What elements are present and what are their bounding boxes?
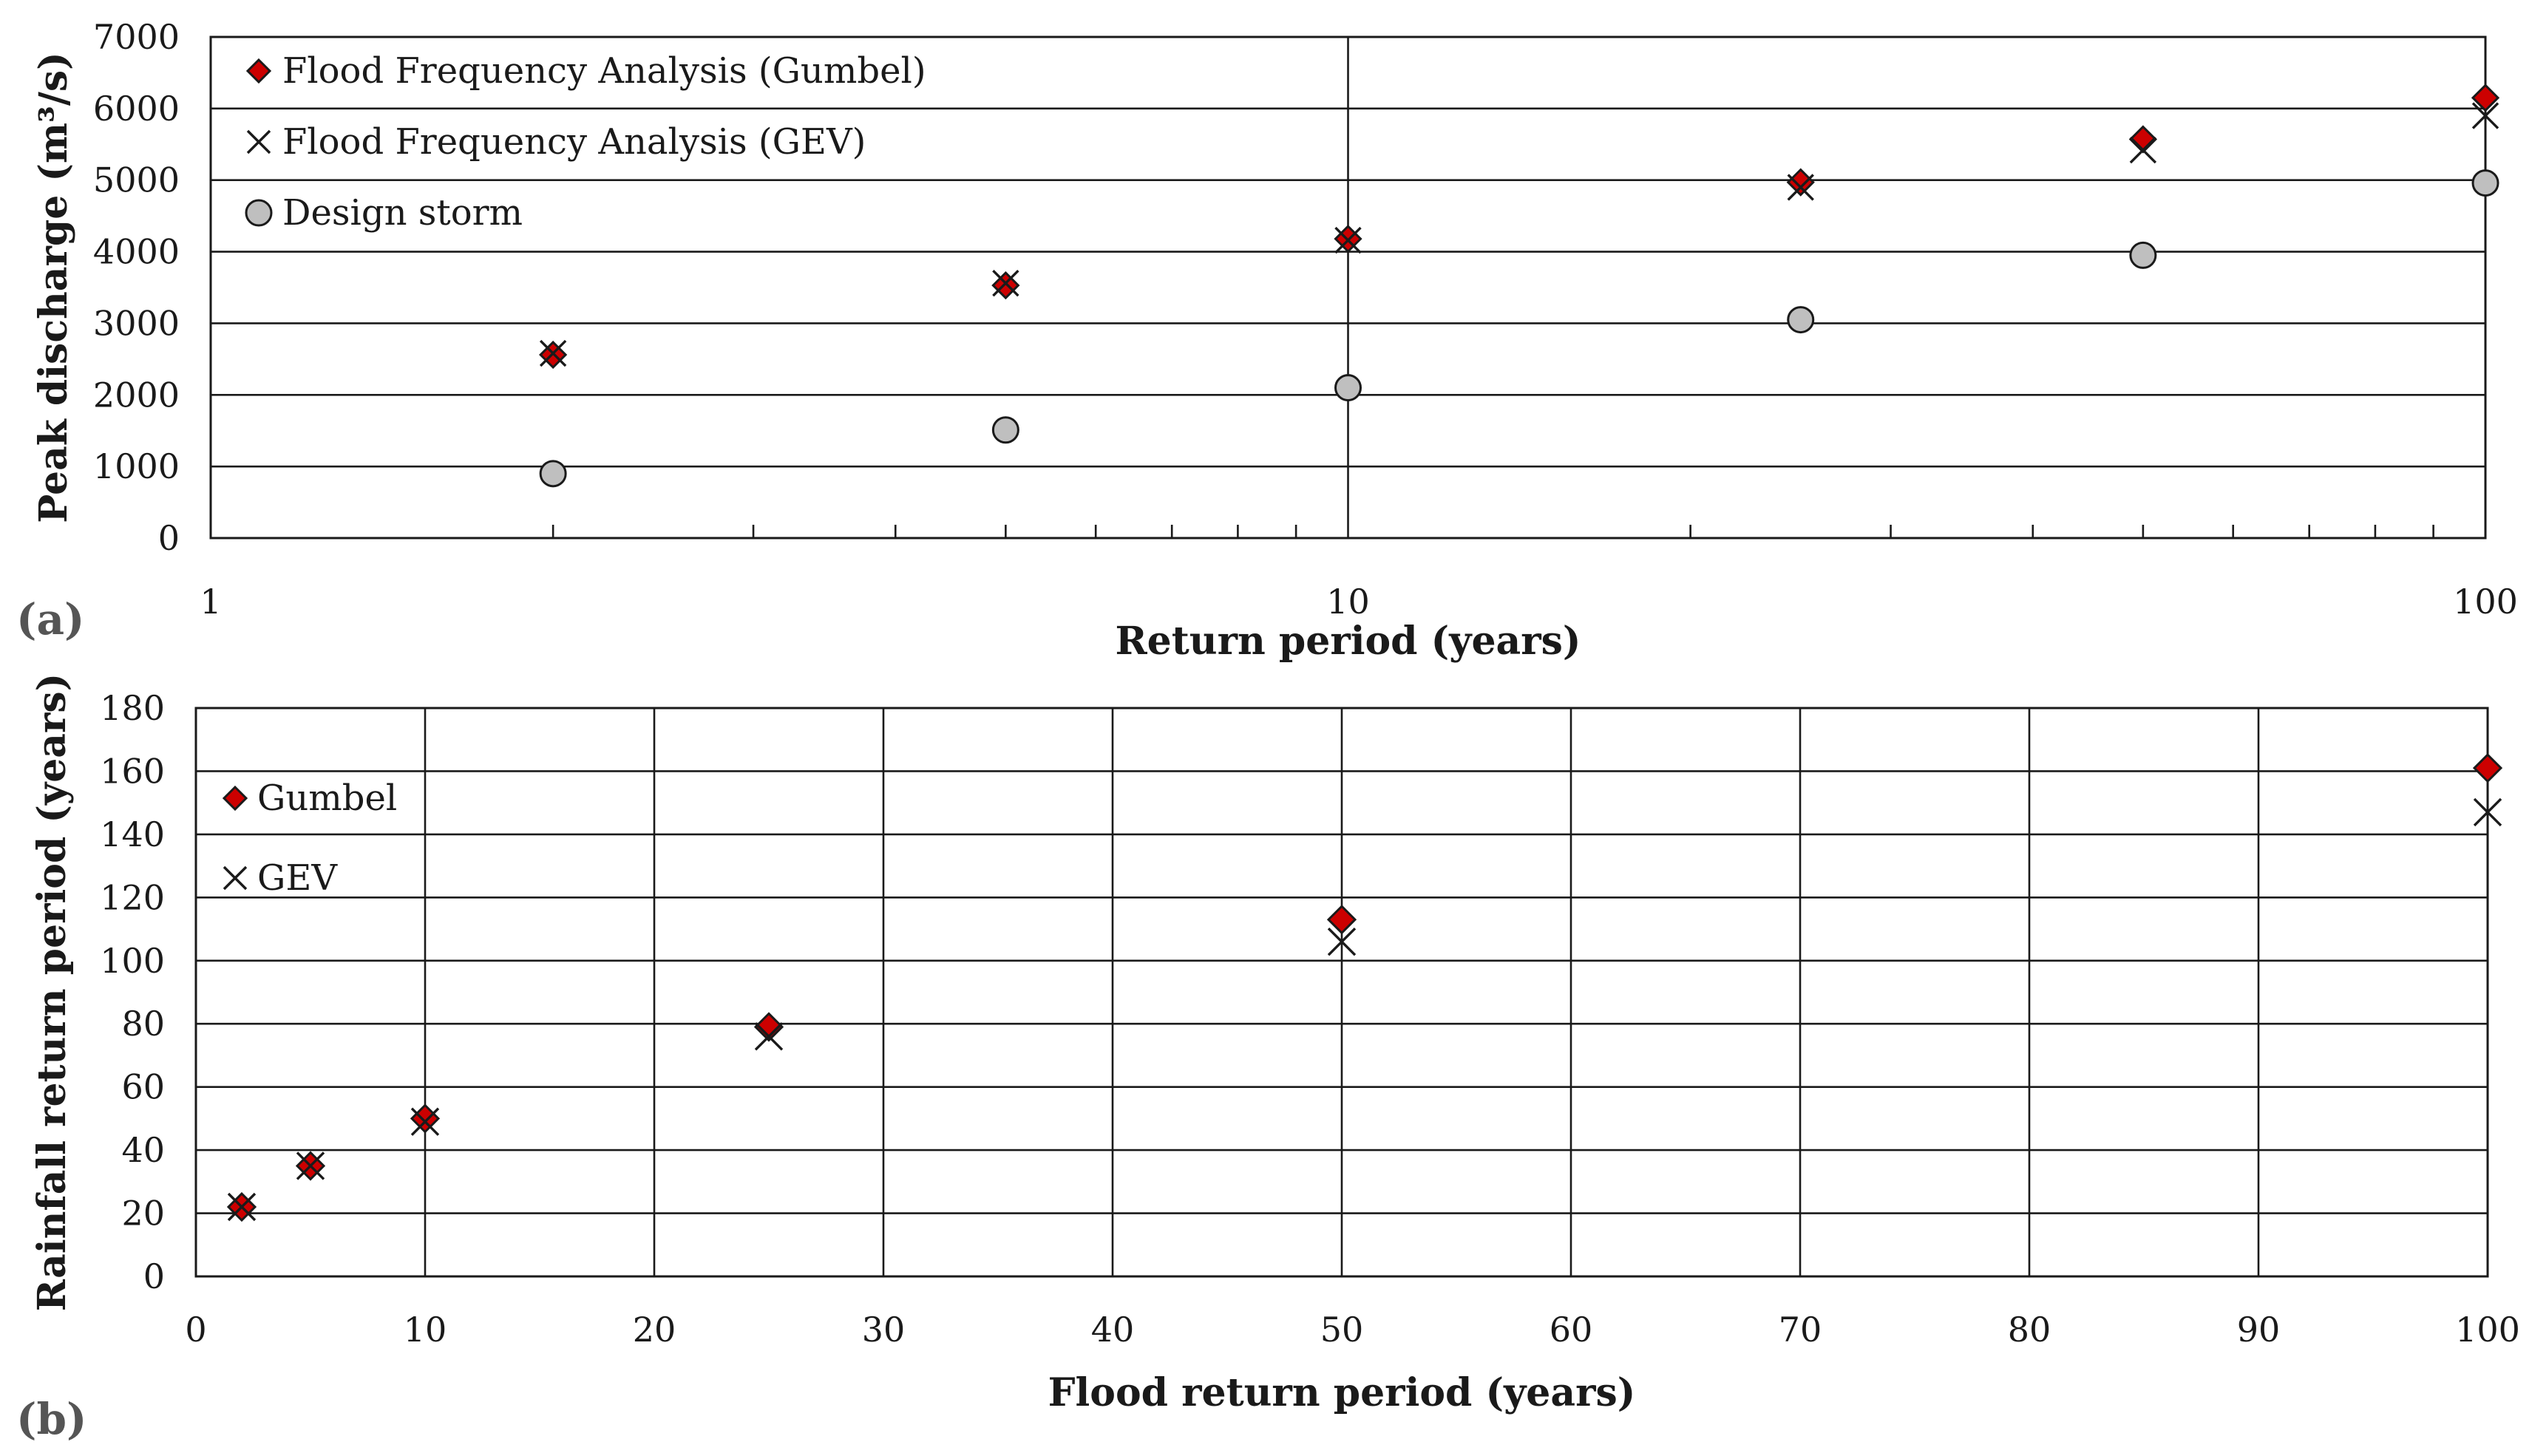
series-x xyxy=(227,797,2502,1222)
y-axis-title: Rainfall return period (years) xyxy=(30,673,75,1312)
data-point-circle xyxy=(2471,169,2499,197)
y-axis-title: Peak discharge (m³/s) xyxy=(31,52,76,523)
x-tick-label: 80 xyxy=(2008,1310,2051,1350)
x-axis-title: Flood return period (years) xyxy=(1048,1370,1636,1415)
y-tick-label: 160 xyxy=(100,751,165,791)
x-axis-title: Return period (years) xyxy=(1115,619,1581,664)
chart-panel-b: 0 20 40 60 80 100 120 140 160 180 0 10 20 30 40 50 60 70 8… xyxy=(16,673,2520,1444)
x-tick-label: 0 xyxy=(185,1310,206,1350)
x-tick-label: 1 xyxy=(200,582,221,622)
y-tick-label: 60 xyxy=(121,1067,165,1107)
data-point-x xyxy=(2473,797,2502,827)
legend-label: Flood Frequency Analysis (Gumbel) xyxy=(282,50,926,92)
x-tick-label: 20 xyxy=(633,1310,676,1350)
y-tick-label: 140 xyxy=(100,814,165,854)
legend-marker-circle xyxy=(245,199,273,227)
data-point-diamond xyxy=(753,1012,784,1042)
x-tick-label: 100 xyxy=(2455,1310,2520,1350)
legend-marker-x xyxy=(223,865,248,891)
y-tick-label: 1000 xyxy=(93,446,180,486)
data-point-diamond xyxy=(2472,753,2503,783)
y-tick-label: 4000 xyxy=(93,232,180,272)
x-tick-label: 10 xyxy=(404,1310,447,1350)
legend-marker-diamond xyxy=(222,785,248,812)
data-point-x xyxy=(1334,226,1362,254)
data-point-diamond xyxy=(410,1103,441,1134)
chart-panel-a: 0 1000 2000 3000 4000 5000 6000 7000 1 10 100 Retur… xyxy=(16,17,2518,664)
series-x xyxy=(539,102,2499,367)
x-tick-label: 50 xyxy=(1320,1310,1364,1350)
x-tick-label: 30 xyxy=(862,1310,906,1350)
data-point-x xyxy=(754,1022,784,1051)
data-point-diamond xyxy=(1786,168,1815,197)
x-tick-label: 90 xyxy=(2237,1310,2281,1350)
x-tick-label: 70 xyxy=(1779,1310,1822,1350)
data-point-x xyxy=(2471,102,2499,129)
data-point-diamond xyxy=(2128,125,2157,154)
legend-label: GEV xyxy=(257,857,338,899)
y-tick-label: 40 xyxy=(121,1130,165,1170)
y-tick-label: 80 xyxy=(121,1004,165,1044)
data-point-diamond xyxy=(991,271,1020,300)
plot-area-frame xyxy=(209,35,2487,540)
data-point-x xyxy=(992,269,1019,297)
y-tick-label: 0 xyxy=(143,1256,165,1296)
data-point-x xyxy=(296,1151,325,1180)
y-tick-label: 0 xyxy=(158,518,180,558)
data-point-circle xyxy=(539,460,567,488)
y-tick-label: 100 xyxy=(100,941,165,981)
data-point-x xyxy=(1327,927,1357,956)
x-tick-label: 10 xyxy=(1326,582,1370,622)
y-tick-label: 120 xyxy=(100,877,165,917)
data-point-circle xyxy=(2129,241,2157,269)
legend-marker-diamond xyxy=(245,58,272,84)
data-point-circle xyxy=(1787,306,1815,334)
y-tick-label: 6000 xyxy=(93,89,180,129)
data-point-diamond xyxy=(2471,84,2500,112)
plot-area-frame xyxy=(194,707,2489,1278)
data-point-diamond xyxy=(1326,905,1357,935)
data-point-x xyxy=(1787,174,1814,201)
legend-label: Gumbel xyxy=(257,778,397,819)
data-point-x xyxy=(227,1192,257,1222)
panel-label: (b) xyxy=(16,1394,86,1444)
legend-label: Flood Frequency Analysis (GEV) xyxy=(282,121,866,163)
x-tick-label: 100 xyxy=(2453,582,2518,622)
series-circle xyxy=(539,169,2499,488)
data-point-x xyxy=(539,339,567,367)
data-point-circle xyxy=(991,416,1019,444)
data-point-x xyxy=(410,1107,440,1136)
y-tick-label: 180 xyxy=(100,688,165,728)
legend-marker-x xyxy=(246,129,271,154)
y-tick-label: 2000 xyxy=(93,375,180,415)
y-tick-label: 5000 xyxy=(93,160,180,200)
x-tick-label: 60 xyxy=(1550,1310,1593,1350)
y-tick-label: 7000 xyxy=(93,17,180,57)
y-tick-label: 3000 xyxy=(93,303,180,343)
data-point-circle xyxy=(1334,374,1362,402)
legend-label: Design storm xyxy=(282,192,523,234)
y-tick-label: 20 xyxy=(121,1194,165,1234)
panel-label: (a) xyxy=(16,594,84,644)
x-tick-label: 40 xyxy=(1091,1310,1135,1350)
data-point-x xyxy=(2129,136,2157,164)
